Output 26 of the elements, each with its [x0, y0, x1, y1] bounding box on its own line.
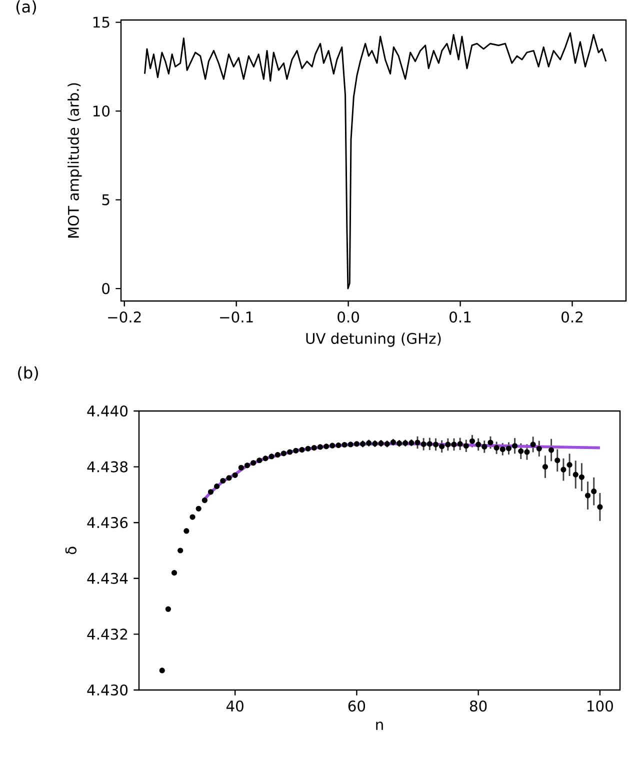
x-axis-title: UV detuning (GHz) [306, 332, 441, 347]
y-tick-label: 4.434 [87, 572, 128, 584]
x-tick-label: 0.2 [562, 311, 582, 323]
y-tick-label: 15 [93, 16, 110, 28]
y-tick-label: 4.438 [87, 461, 128, 472]
chart-title: (a) [16, 0, 36, 15]
y-axis-title: δ [65, 546, 76, 554]
y-tick-label: 0 [102, 283, 110, 294]
x-tick-label: −0.1 [220, 311, 253, 323]
line-series [144, 32, 607, 290]
x-tick-label: −0.2 [108, 311, 141, 323]
x-tick-label: 60 [348, 700, 366, 712]
y-tick-label: 10 [93, 106, 110, 117]
y-tick-label: 4.430 [87, 684, 128, 696]
y-tick-label: 5 [102, 194, 110, 206]
y-tick-label: 4.436 [87, 517, 128, 528]
x-tick-label: 100 [588, 700, 613, 712]
x-tick-label: 80 [470, 700, 487, 712]
x-tick-label: 0.0 [338, 311, 359, 323]
x-tick-label: 40 [226, 700, 244, 712]
chart-title: (b) [18, 366, 38, 381]
x-axis-title: n [376, 722, 383, 730]
y-axis-title: MOT amplitude (arb.) [68, 83, 82, 238]
y-tick-label: 4.432 [87, 628, 128, 640]
x-tick-label: 0.1 [450, 311, 471, 323]
y-tick-label: 4.440 [87, 405, 128, 417]
